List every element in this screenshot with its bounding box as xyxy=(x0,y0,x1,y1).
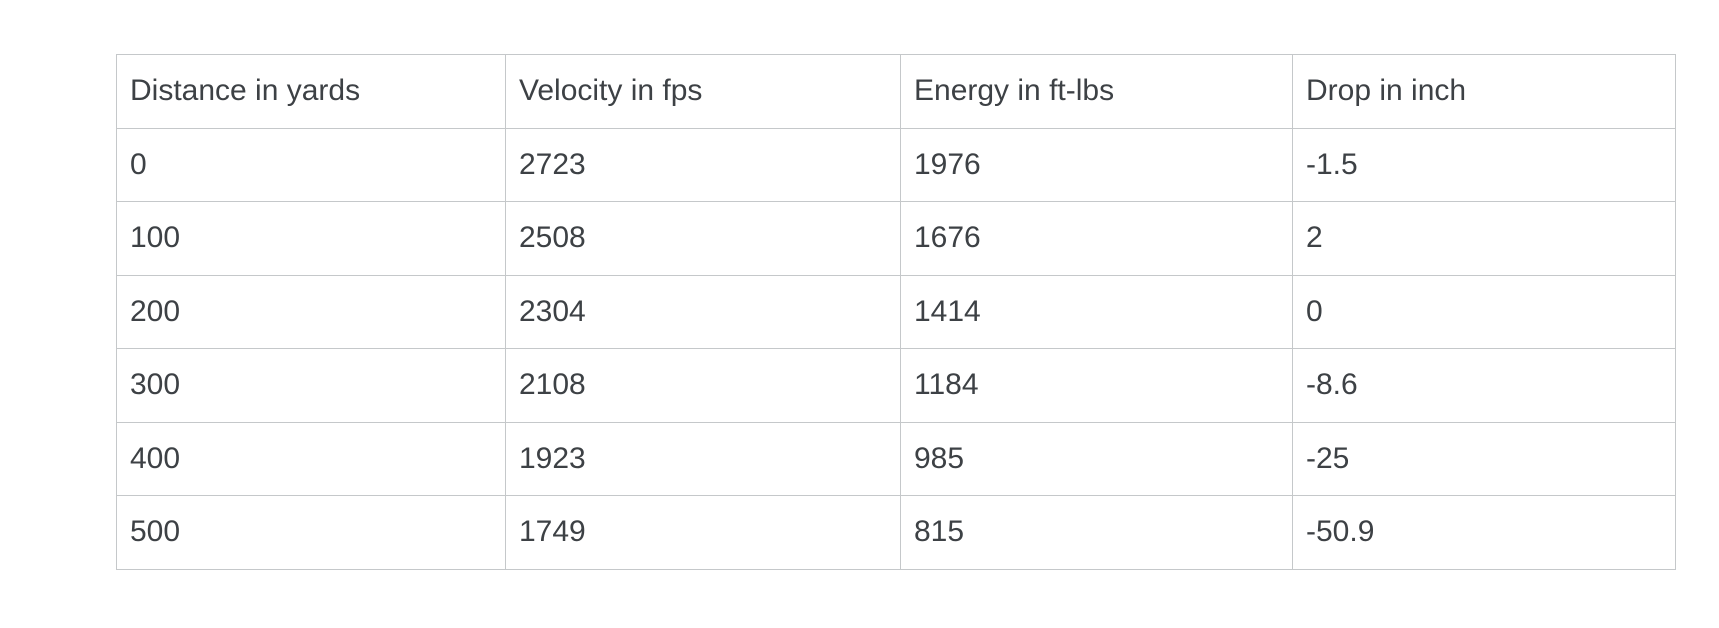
table-cell: 985 xyxy=(900,421,1293,496)
table-body: 0 2723 1976 -1.5 100 2508 1676 2 200 2304 1414 0 300… xyxy=(116,127,1676,570)
table-cell: -8.6 xyxy=(1292,348,1676,423)
table-cell: 2108 xyxy=(505,348,901,423)
table-cell: 0 xyxy=(116,127,506,202)
table-row: 500 1749 815 -50.9 xyxy=(116,495,1676,570)
table-header: Distance in yards Velocity in fps Energy i… xyxy=(116,54,1676,129)
table-cell: -25 xyxy=(1292,421,1676,496)
table-cell: 500 xyxy=(116,495,506,570)
column-header: Velocity in fps xyxy=(505,54,901,129)
table-cell: 0 xyxy=(1292,274,1676,349)
table-cell: 100 xyxy=(116,201,506,276)
table-cell: -1.5 xyxy=(1292,127,1676,202)
table-cell: 1976 xyxy=(900,127,1293,202)
table-row: 0 2723 1976 -1.5 xyxy=(116,127,1676,202)
table-cell: 2304 xyxy=(505,274,901,349)
table-cell: 1749 xyxy=(505,495,901,570)
table-row: 200 2304 1414 0 xyxy=(116,274,1676,349)
table-cell: -50.9 xyxy=(1292,495,1676,570)
table-cell: 300 xyxy=(116,348,506,423)
column-header: Distance in yards xyxy=(116,54,506,129)
ballistics-table-container: Distance in yards Velocity in fps Energy i… xyxy=(116,54,1676,570)
table-cell: 2 xyxy=(1292,201,1676,276)
table-cell: 1414 xyxy=(900,274,1293,349)
table-cell: 400 xyxy=(116,421,506,496)
table-row: 400 1923 985 -25 xyxy=(116,421,1676,496)
column-header: Drop in inch xyxy=(1292,54,1676,129)
table-cell: 1184 xyxy=(900,348,1293,423)
column-header: Energy in ft-lbs xyxy=(900,54,1293,129)
table-row: 100 2508 1676 2 xyxy=(116,201,1676,276)
table-cell: 815 xyxy=(900,495,1293,570)
table-cell: 1676 xyxy=(900,201,1293,276)
header-row: Distance in yards Velocity in fps Energy i… xyxy=(116,54,1676,129)
table-cell: 2508 xyxy=(505,201,901,276)
table-row: 300 2108 1184 -8.6 xyxy=(116,348,1676,423)
ballistics-table: Distance in yards Velocity in fps Energy i… xyxy=(116,54,1676,570)
table-cell: 200 xyxy=(116,274,506,349)
table-cell: 1923 xyxy=(505,421,901,496)
table-cell: 2723 xyxy=(505,127,901,202)
